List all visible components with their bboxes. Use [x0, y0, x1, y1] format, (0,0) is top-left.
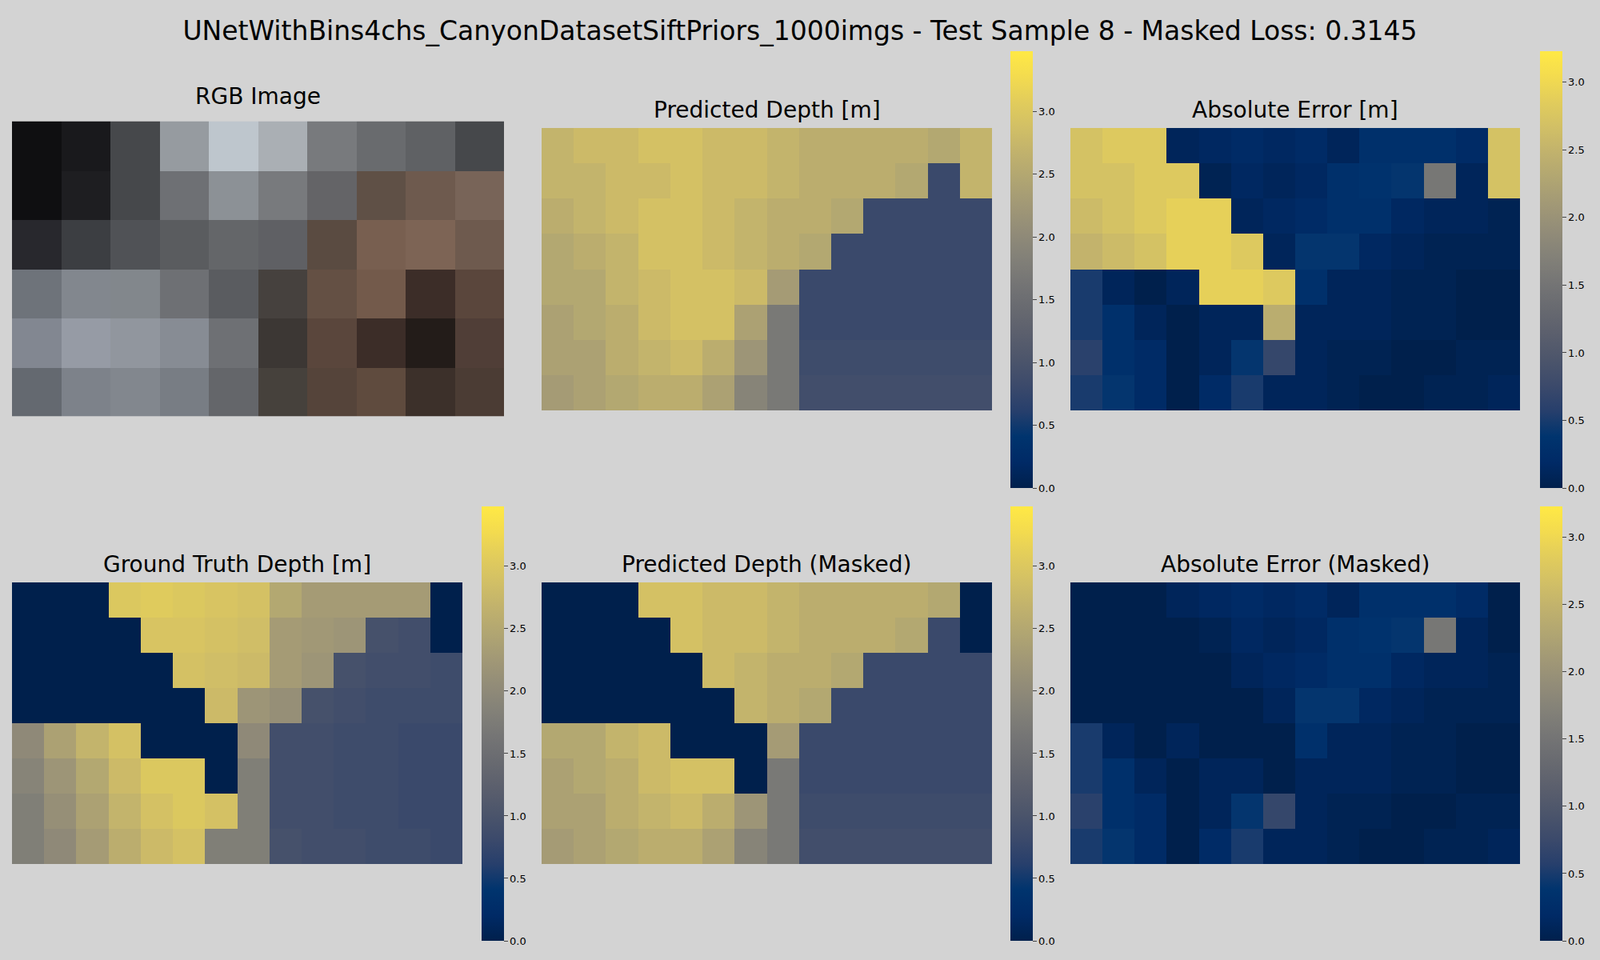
- svg-text:3.0: 3.0: [1038, 560, 1056, 572]
- svg-text:Predicted Depth [m]: Predicted Depth [m]: [653, 96, 881, 124]
- svg-text:1.0: 1.0: [509, 810, 527, 823]
- svg-text:1.5: 1.5: [1568, 279, 1585, 292]
- svg-text:Absolute Error [m]: Absolute Error [m]: [1192, 96, 1399, 124]
- svg-text:Predicted Depth (Masked): Predicted Depth (Masked): [621, 551, 912, 578]
- svg-text:0.5: 0.5: [1568, 414, 1585, 427]
- svg-text:2.0: 2.0: [1038, 684, 1056, 697]
- svg-text:1.5: 1.5: [509, 748, 527, 760]
- svg-text:2.5: 2.5: [1568, 144, 1585, 156]
- svg-text:1.5: 1.5: [1038, 293, 1056, 306]
- svg-text:1.5: 1.5: [1568, 732, 1585, 745]
- svg-text:1.5: 1.5: [1038, 748, 1056, 760]
- svg-text:2.5: 2.5: [509, 622, 527, 635]
- svg-text:0.0: 0.0: [1568, 935, 1585, 948]
- svg-text:0.5: 0.5: [509, 872, 527, 885]
- svg-text:2.0: 2.0: [1568, 665, 1585, 678]
- svg-text:2.5: 2.5: [1038, 622, 1056, 635]
- svg-text:2.5: 2.5: [1568, 598, 1585, 611]
- svg-text:0.0: 0.0: [1038, 935, 1056, 948]
- svg-text:3.0: 3.0: [1038, 105, 1056, 118]
- svg-text:0.5: 0.5: [1038, 872, 1056, 885]
- svg-text:3.0: 3.0: [1568, 531, 1585, 544]
- svg-text:2.5: 2.5: [1038, 168, 1056, 180]
- svg-text:0.5: 0.5: [1568, 867, 1585, 880]
- svg-text:1.0: 1.0: [1038, 810, 1056, 823]
- svg-text:2.0: 2.0: [1038, 231, 1056, 244]
- svg-text:2.0: 2.0: [509, 684, 527, 697]
- svg-text:3.0: 3.0: [509, 560, 527, 572]
- svg-text:0.0: 0.0: [1038, 482, 1056, 495]
- svg-text:0.0: 0.0: [1568, 482, 1585, 495]
- svg-text:1.0: 1.0: [1038, 356, 1056, 369]
- svg-text:0.0: 0.0: [509, 935, 527, 948]
- svg-text:2.0: 2.0: [1568, 211, 1585, 224]
- svg-text:0.5: 0.5: [1038, 419, 1056, 432]
- svg-text:Absolute Error (Masked): Absolute Error (Masked): [1160, 551, 1430, 578]
- svg-text:1.0: 1.0: [1568, 347, 1585, 360]
- svg-text:RGB Image: RGB Image: [195, 83, 321, 110]
- svg-text:1.0: 1.0: [1568, 800, 1585, 812]
- svg-text:3.0: 3.0: [1568, 76, 1585, 88]
- svg-text:Ground Truth Depth [m]: Ground Truth Depth [m]: [103, 551, 372, 578]
- svg-text:UNetWithBins4chs_CanyonDataset: UNetWithBins4chs_CanyonDatasetSiftPriors…: [182, 15, 1417, 47]
